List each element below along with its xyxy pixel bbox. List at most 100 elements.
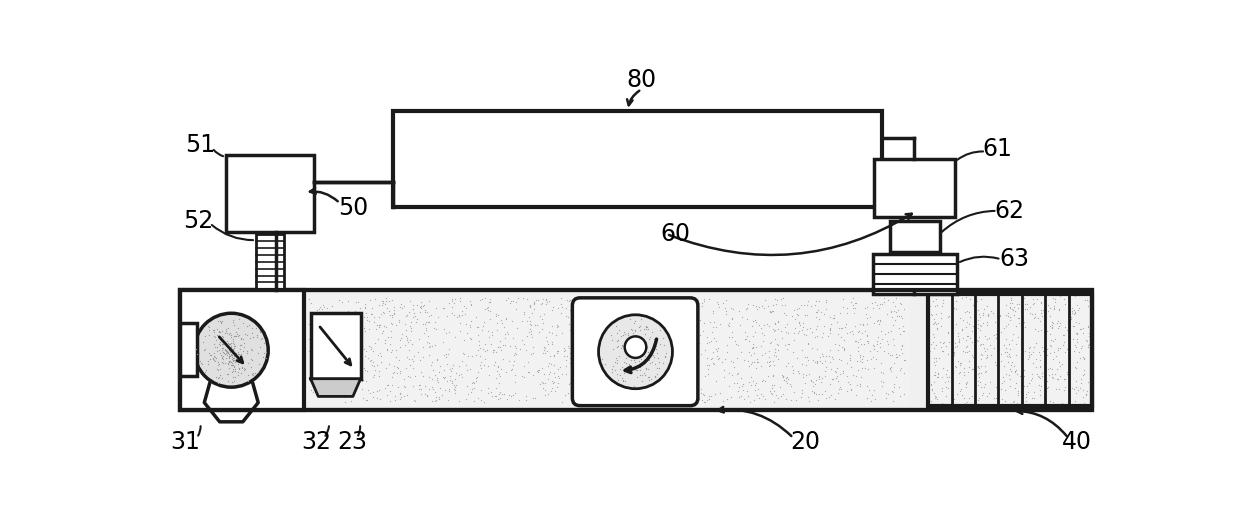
- Point: [573, 297, 593, 305]
- Point: [723, 305, 743, 313]
- Point: [367, 394, 387, 403]
- Point: [1040, 341, 1060, 349]
- Point: [656, 384, 676, 393]
- Point: [711, 319, 730, 328]
- Point: [1033, 306, 1053, 314]
- Point: [833, 367, 853, 375]
- Point: [776, 373, 796, 382]
- Point: [212, 327, 232, 335]
- Point: [610, 371, 630, 379]
- Point: [805, 333, 825, 341]
- Point: [439, 387, 459, 395]
- Point: [224, 368, 244, 376]
- Point: [332, 298, 352, 306]
- Point: [851, 380, 870, 388]
- Point: [802, 343, 822, 352]
- Point: [489, 343, 508, 351]
- Point: [339, 307, 358, 316]
- Point: [485, 358, 505, 366]
- Point: [341, 378, 361, 386]
- Point: [945, 348, 965, 356]
- Point: [644, 353, 663, 361]
- Point: [971, 369, 991, 377]
- Point: [521, 301, 541, 309]
- Point: [627, 337, 647, 345]
- Point: [883, 298, 903, 306]
- Point: [1043, 294, 1063, 302]
- Point: [1049, 306, 1069, 314]
- Point: [962, 322, 982, 330]
- Point: [882, 327, 901, 335]
- Point: [822, 314, 842, 322]
- Point: [567, 390, 587, 398]
- Point: [219, 344, 239, 352]
- Point: [970, 340, 990, 349]
- Point: [223, 335, 243, 343]
- Point: [356, 377, 376, 385]
- Point: [937, 384, 957, 392]
- Point: [973, 309, 993, 317]
- Point: [559, 379, 579, 387]
- Point: [347, 298, 367, 307]
- Point: [944, 350, 963, 359]
- Point: [223, 346, 243, 354]
- Point: [223, 346, 243, 354]
- Point: [666, 330, 686, 338]
- Point: [231, 350, 250, 358]
- Point: [680, 376, 699, 384]
- Point: [611, 341, 631, 349]
- Point: [737, 386, 756, 395]
- Point: [636, 338, 656, 347]
- Point: [374, 309, 394, 317]
- Point: [841, 385, 861, 394]
- Point: [1074, 365, 1094, 374]
- Point: [742, 373, 761, 382]
- Point: [520, 312, 539, 321]
- Point: [221, 346, 241, 354]
- Point: [769, 317, 789, 325]
- Point: [399, 308, 419, 317]
- Point: [844, 309, 864, 317]
- Point: [590, 333, 610, 341]
- Point: [403, 382, 423, 390]
- Point: [201, 354, 221, 363]
- Point: [677, 343, 697, 351]
- Point: [1030, 317, 1050, 326]
- Point: [929, 373, 949, 381]
- Point: [957, 331, 977, 340]
- Point: [765, 386, 785, 395]
- Point: [382, 313, 402, 322]
- Point: [967, 323, 987, 332]
- Point: [976, 331, 996, 340]
- Point: [751, 362, 771, 371]
- Point: [1001, 345, 1021, 353]
- Point: [461, 301, 481, 310]
- Point: [978, 309, 998, 318]
- Point: [480, 307, 500, 315]
- Point: [610, 365, 630, 373]
- Point: [866, 354, 885, 363]
- Point: [367, 387, 387, 395]
- Point: [1030, 309, 1050, 317]
- Point: [542, 383, 562, 392]
- Point: [308, 361, 327, 370]
- Point: [863, 352, 883, 361]
- Point: [491, 319, 511, 328]
- Point: [440, 372, 460, 380]
- Point: [223, 372, 243, 381]
- Point: [188, 349, 208, 357]
- Point: [936, 383, 956, 392]
- Point: [928, 301, 947, 310]
- Point: [954, 316, 973, 324]
- Point: [668, 366, 688, 374]
- Point: [634, 345, 653, 353]
- Point: [773, 293, 792, 302]
- Point: [410, 368, 430, 376]
- Point: [537, 296, 557, 304]
- Point: [610, 379, 630, 387]
- Point: [929, 369, 949, 377]
- Point: [334, 333, 353, 341]
- Point: [666, 331, 686, 339]
- Point: [754, 337, 774, 345]
- Point: [567, 376, 587, 384]
